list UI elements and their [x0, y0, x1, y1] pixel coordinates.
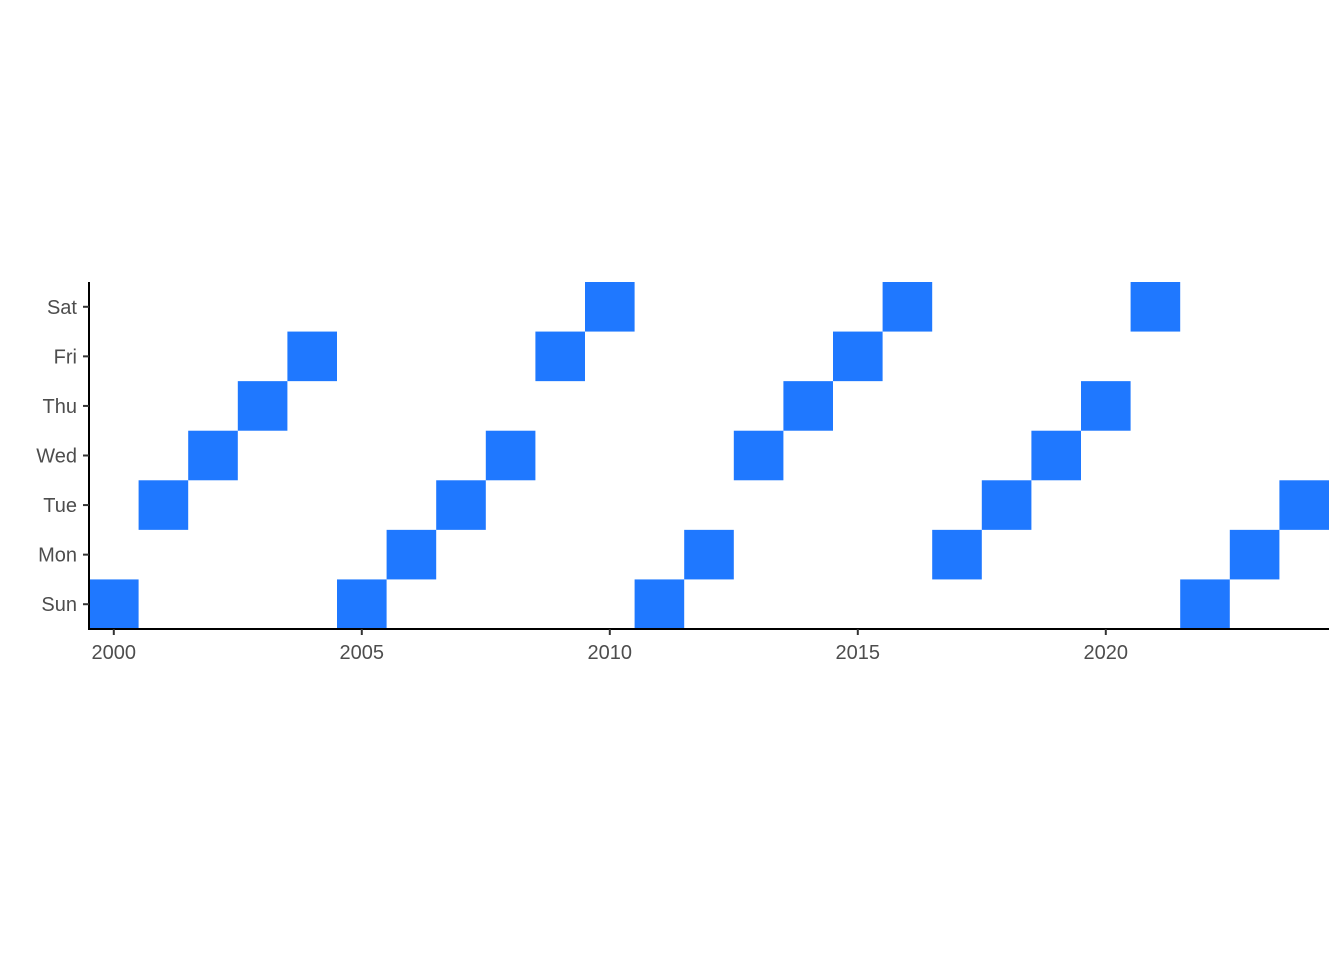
tile-2009-fri [535, 331, 585, 382]
tile-2005-sun [337, 579, 387, 629]
tile-2011-sun [634, 579, 685, 629]
tile-2012-mon [684, 529, 734, 580]
tile-2006-mon [386, 529, 437, 580]
tile-2016-sat [882, 282, 933, 332]
tile-2004-fri [287, 331, 337, 382]
tile-2021-sat [1130, 282, 1181, 332]
y-tick-label-mon: Mon [38, 545, 77, 567]
x-tick-label-2015: 2015 [836, 642, 881, 664]
y-tick-label-sun: Sun [41, 594, 77, 616]
tile-2008-wed [485, 430, 536, 481]
x-tick-label-2020: 2020 [1084, 642, 1129, 664]
y-tick-label-thu: Thu [43, 396, 77, 418]
y-tick-label-tue: Tue [43, 495, 77, 517]
y-tick-label-fri: Fri [54, 346, 77, 368]
tile-2022-sun [1180, 579, 1230, 629]
tile-2002-wed [188, 430, 238, 481]
tile-2003-thu [237, 381, 288, 431]
tile-2014-thu [783, 381, 833, 431]
tile-2013-wed [733, 430, 784, 481]
tile-2024-tue [1279, 480, 1329, 530]
tile-2019-wed [1031, 430, 1081, 481]
axes: Sun Mon Tue Wed Thu Fri Sat 2000 2005 2010 2015 202… [36, 282, 1329, 664]
tile-2018-tue [981, 480, 1032, 530]
tile-2015-fri [833, 331, 883, 382]
x-tick-label-2000: 2000 [92, 642, 137, 664]
tile-2017-mon [932, 529, 982, 580]
tile-layer [89, 282, 1329, 629]
tile-2007-tue [436, 480, 486, 530]
x-tick-label-2010: 2010 [588, 642, 633, 664]
y-tick-label-wed: Wed [36, 446, 77, 468]
tile-2001-tue [138, 480, 189, 530]
tile-2010-sat [585, 282, 635, 332]
x-tick-label-2005: 2005 [340, 642, 385, 664]
tile-2000-sun [89, 579, 139, 629]
tile-2020-thu [1081, 381, 1131, 431]
tile-2023-mon [1229, 529, 1280, 580]
y-tick-label-sat: Sat [47, 297, 77, 319]
